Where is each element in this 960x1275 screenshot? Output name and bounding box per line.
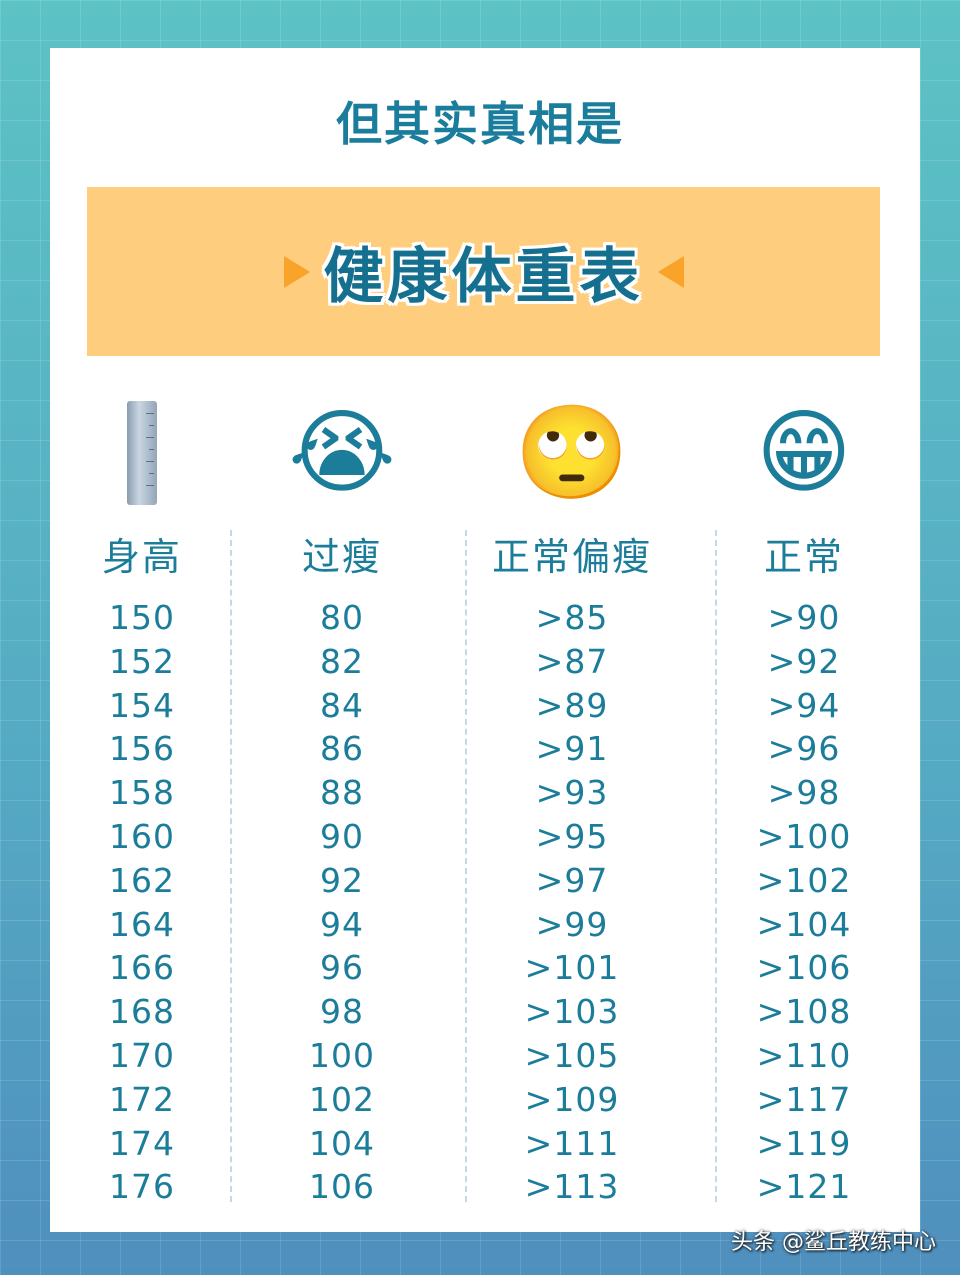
column-header: 正常 [763,535,844,579]
table-cell: 82 [320,641,364,681]
table-cell: >103 [524,992,620,1032]
table-cell: >85 [535,598,609,637]
table-cell: >98 [767,773,841,813]
triangle-right-icon [283,255,310,288]
table-cell: 92 [320,860,364,900]
column-height: 身高 150 152 154 156 158 160 162 164 166 168 170 172 1… [42,395,242,1209]
table-cell: 170 [109,1035,175,1075]
table-cell: >99 [535,904,609,944]
column-header: 身高 [101,535,182,579]
table-cell: 172 [109,1079,175,1119]
table-cell: 150 [109,598,175,637]
ruler-icon [42,395,242,510]
table-cell: >108 [756,992,852,1032]
table-cell: 152 [109,641,175,681]
table-cell: 164 [109,904,175,944]
table-cell: >91 [535,729,609,769]
grinning-face-icon: 😁 [756,398,852,506]
column-divider [715,530,717,1202]
column-slightly-thin: 🙄 正常偏瘦 >85 >87 >89 >91 >93 >95 >97 >99 >101 >103 >… [472,395,672,1209]
table-cell: 168 [109,992,175,1032]
table-cell: >113 [524,1167,620,1207]
triangle-left-icon [657,255,684,288]
table-cell: >87 [535,641,609,681]
table-cell: >104 [756,904,852,944]
table-cell: 98 [320,992,364,1032]
table-cell: >95 [535,816,609,856]
column-divider [230,530,232,1202]
table-cell: 104 [309,1123,375,1163]
table-cell: 80 [320,598,364,637]
table-cell: >97 [535,860,609,900]
column-divider [465,530,467,1202]
column-too-thin: 😭 过瘦 80 82 84 86 88 90 92 94 96 98 100 102 104 106 [242,395,442,1209]
table-cell: >96 [767,729,841,769]
table-cell: 174 [109,1123,175,1163]
table-cell: >101 [524,948,620,988]
table-cell: >92 [767,641,841,681]
table-cell: 176 [109,1167,175,1207]
page-title: 但其实真相是 [336,97,624,151]
banner-title: 健康体重表 [323,242,644,312]
table-cell: 86 [320,729,364,769]
column-normal: 😁 正常 >90 >92 >94 >96 >98 >100 >102 >104 >106 >108… [704,395,904,1209]
table-cell: >109 [524,1079,620,1119]
table-cell: 156 [109,729,175,769]
column-header: 过瘦 [301,535,382,579]
table-cell: 100 [309,1035,375,1075]
table-cell: 84 [320,685,364,725]
table-cell: 94 [320,904,364,944]
table-cell: 162 [109,860,175,900]
watermark: 头条 @鲨丘教练中心 [731,1230,936,1255]
table-cell: >121 [756,1167,852,1207]
table-cell: 154 [109,685,175,725]
table-cell: >106 [756,948,852,988]
table-cell: >102 [756,860,852,900]
eye-roll-face-icon: 🙄 [514,398,630,506]
table-cell: 106 [309,1167,375,1207]
table-cell: >100 [756,816,852,856]
banner: 健康体重表 [87,187,880,356]
table-cell: >111 [524,1123,620,1163]
table-cell: >93 [535,773,609,813]
table-cell: >119 [756,1123,852,1163]
table-cell: 160 [109,816,175,856]
table-cell: >117 [756,1079,852,1119]
table-cell: 158 [109,773,175,813]
table-cell: 88 [320,773,364,813]
loudly-crying-face-icon: 😭 [288,398,396,506]
column-header: 正常偏瘦 [491,535,652,579]
table-cell: >105 [524,1035,620,1075]
table-cell: 96 [320,948,364,988]
table-cell: 90 [320,816,364,856]
table-cell: >110 [756,1035,852,1075]
table-cell: 166 [109,948,175,988]
table-cell: >90 [767,598,841,637]
table-cell: >89 [535,685,609,725]
table-cell: >94 [767,685,841,725]
table-cell: 102 [309,1079,375,1119]
